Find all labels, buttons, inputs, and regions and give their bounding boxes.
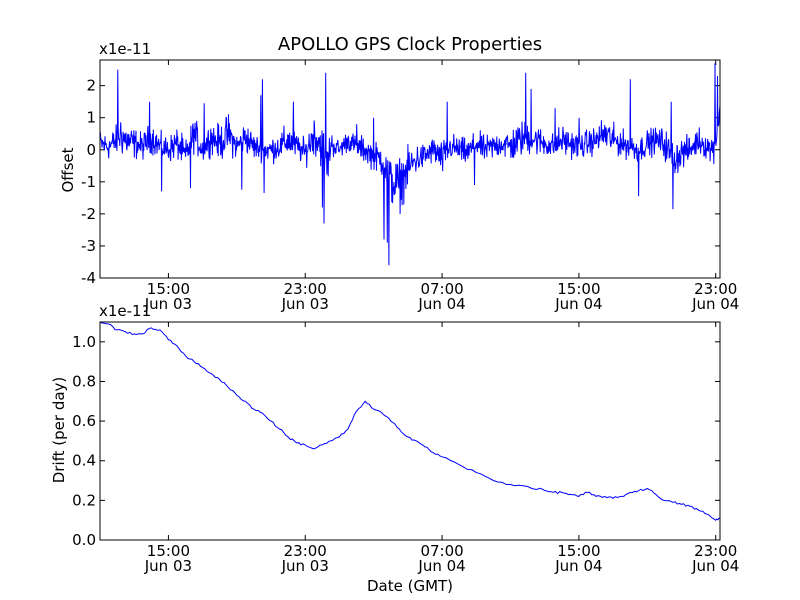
offset-series <box>99 63 721 266</box>
offset-xtick-label-time: 15:00 <box>147 280 190 298</box>
drift-ytick-label: 0.0 <box>72 531 96 549</box>
offset-xtick-label-time: 23:00 <box>694 280 737 298</box>
x-axis-label: Date (GMT) <box>367 577 453 595</box>
drift-panel: x1e-11 Drift (per day) Date (GMT) 0.0 0.2… <box>50 302 739 595</box>
drift-xtick-label-date: Jun 04 <box>417 557 465 575</box>
drift-xtick-label-time: 15:00 <box>147 542 190 560</box>
offset-line <box>99 63 721 266</box>
offset-xtick-label-time: 23:00 <box>284 280 327 298</box>
offset-y-axis-label: Offset <box>59 147 77 192</box>
drift-xtick-label-time: 07:00 <box>420 542 463 560</box>
offset-ytick-label: 1 <box>86 109 96 127</box>
drift-xtick-label-date: Jun 03 <box>144 557 192 575</box>
offset-xtick-label-date: Jun 03 <box>144 295 192 313</box>
offset-ytick-label: -2 <box>81 205 96 223</box>
offset-ytick-label: -4 <box>81 269 96 287</box>
offset-scale-label: x1e-11 <box>99 40 151 58</box>
offset-xtick-label-date: Jun 04 <box>691 295 739 313</box>
offset-ytick-label: -3 <box>81 237 96 255</box>
offset-ytick-label: -1 <box>81 173 96 191</box>
drift-xtick-label-date: Jun 04 <box>691 557 739 575</box>
offset-xtick-label-date: Jun 03 <box>281 295 329 313</box>
offset-xtick-label-date: Jun 04 <box>554 295 602 313</box>
drift-ytick-label: 0.8 <box>72 372 96 390</box>
drift-xtick-label-date: Jun 04 <box>554 557 602 575</box>
chart-title: APOLLO GPS Clock Properties <box>278 34 542 55</box>
offset-ytick-label: 0 <box>86 141 96 159</box>
drift-xtick-label-time: 23:00 <box>284 542 327 560</box>
drift-scale-label: x1e-11 <box>99 302 151 320</box>
offset-xtick-label-date: Jun 04 <box>417 295 465 313</box>
drift-xtick-label-time: 23:00 <box>694 542 737 560</box>
offset-xtick-label-time: 15:00 <box>557 280 600 298</box>
drift-ytick-label: 0.4 <box>72 452 96 470</box>
drift-series <box>99 321 720 521</box>
drift-ytick-label: 0.2 <box>72 491 96 509</box>
drift-xtick-label-time: 15:00 <box>557 542 600 560</box>
drift-plot-frame <box>99 321 721 541</box>
drift-ytick-label: 0.6 <box>72 412 96 430</box>
drift-xtick-label-date: Jun 03 <box>281 557 329 575</box>
drift-y-axis-label: Drift (per day) <box>50 377 68 484</box>
drift-line <box>99 321 720 521</box>
offset-ytick-label: 2 <box>86 77 96 95</box>
offset-plot-frame <box>99 59 721 279</box>
offset-panel: APOLLO GPS Clock Properties x1e-11 Offse… <box>59 34 739 313</box>
offset-xtick-label-time: 07:00 <box>420 280 463 298</box>
drift-ytick-label: 1.0 <box>72 333 96 351</box>
